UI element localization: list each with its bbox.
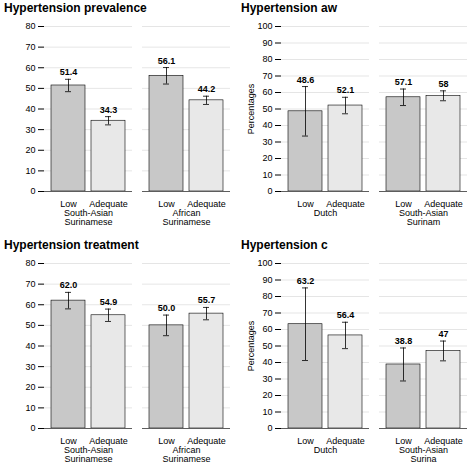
svg-text:70: 70	[262, 71, 272, 81]
svg-text:South-AsianSurina: South-AsianSurina	[399, 445, 448, 464]
svg-text:Percentages: Percentages	[246, 83, 256, 134]
svg-text:100: 100	[257, 258, 272, 268]
html-text:Hypertension aw: Hypertension aw	[241, 1, 337, 15]
svg-text:20: 20	[262, 390, 272, 400]
html-text:Hypertension prevalence: Hypertension prevalence	[4, 1, 147, 15]
svg-text:40: 40	[25, 104, 35, 114]
svg-text:Low: Low	[297, 436, 314, 446]
svg-text:63.2: 63.2	[297, 276, 315, 286]
svg-text:52.1: 52.1	[337, 85, 355, 95]
svg-text:South-AsianSurinam: South-AsianSurinam	[399, 208, 448, 227]
svg-text:90: 90	[262, 38, 272, 48]
svg-text:20: 20	[262, 153, 272, 163]
svg-text:50: 50	[262, 104, 272, 114]
svg-text:Low: Low	[297, 199, 314, 209]
html-text:Hypertension treatment: Hypertension treatment	[4, 238, 139, 252]
svg-text:Adequate: Adequate	[326, 198, 365, 209]
svg-text:100: 100	[257, 21, 272, 31]
svg-text:48.6: 48.6	[297, 75, 315, 85]
svg-text:80: 80	[262, 291, 272, 301]
svg-text:47: 47	[438, 329, 448, 339]
svg-text:Adequate: Adequate	[89, 198, 128, 209]
svg-text:60: 60	[25, 63, 35, 73]
svg-text:Dutch: Dutch	[314, 445, 338, 455]
svg-text:Low: Low	[395, 198, 412, 209]
svg-text:50: 50	[25, 83, 35, 93]
svg-text:34.3: 34.3	[100, 105, 118, 115]
svg-text:Adequate: Adequate	[424, 198, 463, 209]
svg-text:Adequate: Adequate	[326, 435, 365, 446]
svg-text:South-AsianSurinamese: South-AsianSurinamese	[64, 445, 113, 464]
svg-text:60: 60	[262, 324, 272, 334]
svg-text:51.4: 51.4	[60, 67, 78, 77]
html-text:Hypertension c: Hypertension c	[241, 238, 328, 252]
svg-text:30: 30	[262, 137, 272, 147]
svg-text:56.4: 56.4	[337, 310, 355, 320]
svg-text:70: 70	[262, 308, 272, 318]
svg-text:0: 0	[267, 186, 272, 196]
svg-text:58: 58	[438, 79, 448, 89]
svg-text:90: 90	[262, 275, 272, 285]
svg-text:Adequate: Adequate	[89, 435, 128, 446]
svg-text:20: 20	[25, 382, 35, 392]
svg-text:0: 0	[30, 423, 35, 433]
svg-text:Low: Low	[158, 198, 175, 209]
svg-text:0: 0	[30, 186, 35, 196]
svg-text:Low: Low	[395, 435, 412, 446]
svg-text:70: 70	[25, 42, 35, 52]
svg-text:30: 30	[25, 125, 35, 135]
svg-text:20: 20	[25, 145, 35, 155]
svg-text:50.0: 50.0	[158, 303, 176, 313]
svg-text:10: 10	[262, 170, 272, 180]
svg-text:0: 0	[267, 423, 272, 433]
svg-text:30: 30	[262, 374, 272, 384]
svg-text:Adequate: Adequate	[424, 435, 463, 446]
svg-text:Low: Low	[158, 435, 175, 446]
svg-text:70: 70	[25, 279, 35, 289]
svg-text:40: 40	[262, 357, 272, 367]
svg-text:AfricanSurinamese: AfricanSurinamese	[162, 445, 210, 464]
svg-text:44.2: 44.2	[198, 84, 216, 94]
svg-text:Adequate: Adequate	[187, 198, 226, 209]
svg-text:South-AsianSurinamese: South-AsianSurinamese	[64, 208, 113, 227]
svg-text:Dutch: Dutch	[314, 208, 338, 218]
svg-text:Adequate: Adequate	[187, 435, 226, 446]
svg-text:57.1: 57.1	[395, 77, 413, 87]
svg-text:60: 60	[262, 87, 272, 97]
svg-text:55.7: 55.7	[198, 295, 216, 305]
svg-text:60: 60	[25, 300, 35, 310]
svg-text:80: 80	[25, 258, 35, 268]
svg-text:10: 10	[262, 407, 272, 417]
svg-text:AfricanSurinamese: AfricanSurinamese	[162, 208, 210, 227]
svg-text:62.0: 62.0	[60, 280, 78, 290]
svg-text:80: 80	[25, 21, 35, 31]
svg-text:54.9: 54.9	[100, 297, 118, 307]
svg-text:56.1: 56.1	[158, 56, 176, 66]
svg-text:80: 80	[262, 54, 272, 64]
svg-text:Low: Low	[60, 198, 77, 209]
svg-text:50: 50	[25, 320, 35, 330]
svg-text:10: 10	[25, 403, 35, 413]
svg-text:50: 50	[262, 341, 272, 351]
svg-text:38.8: 38.8	[395, 336, 413, 346]
svg-text:40: 40	[25, 341, 35, 351]
svg-text:Low: Low	[60, 435, 77, 446]
svg-text:10: 10	[25, 166, 35, 176]
svg-text:40: 40	[262, 120, 272, 130]
svg-text:30: 30	[25, 362, 35, 372]
svg-text:Percentages: Percentages	[246, 320, 256, 371]
